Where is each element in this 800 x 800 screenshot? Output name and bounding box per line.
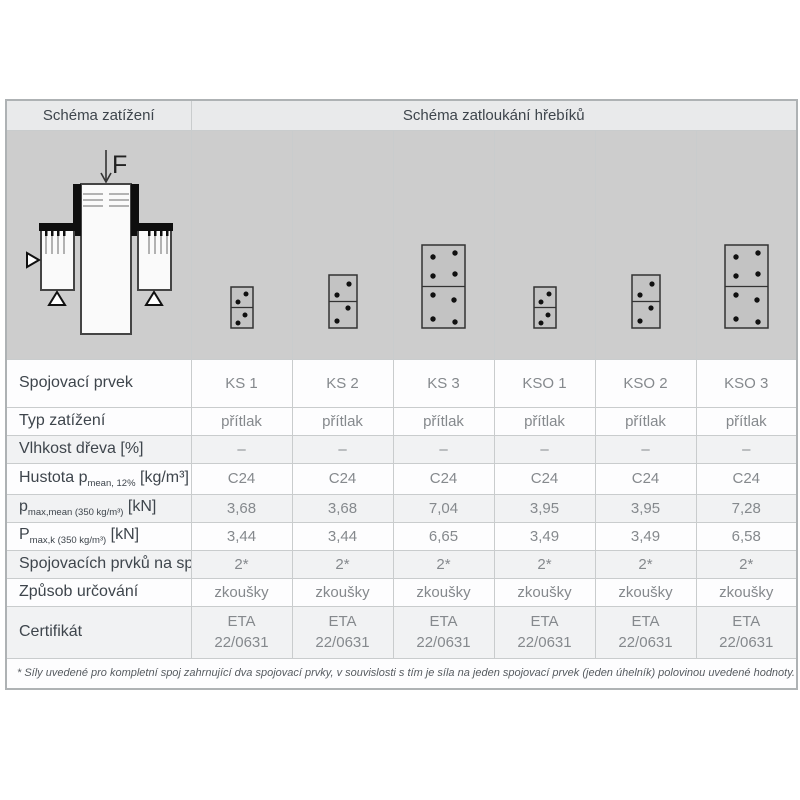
cell-value: 3,44 — [190, 521, 293, 551]
cell-value: – — [594, 434, 697, 464]
cell-value: zkoušky — [291, 577, 394, 607]
cell-value: 3,49 — [493, 521, 596, 551]
cell-value: ETA 22/0631 — [493, 605, 596, 659]
cell-value: zkoušky — [392, 577, 495, 607]
support-side — [26, 251, 42, 269]
load-scheme-cell: F — [5, 129, 192, 360]
cell-value: – — [493, 434, 596, 464]
row-wood-moisture: Vlhkost dřeva [%] – – – – – – — [5, 434, 798, 464]
cell-value: 7,04 — [392, 493, 495, 523]
cell-value: 2* — [190, 549, 293, 579]
cell-value: ETA 22/0631 — [695, 605, 798, 659]
cell-value: – — [695, 434, 798, 464]
table-header-row: Schéma zatížení Schéma zatloukání hřebík… — [5, 99, 798, 131]
cell-value: 2* — [291, 549, 394, 579]
row-load-type: Typ zatížení přítlak přítlak přítlak pří… — [5, 406, 798, 436]
cell-value: 3,68 — [291, 493, 394, 523]
nail-pattern-kso1 — [493, 129, 596, 360]
cell-value: C24 — [291, 462, 394, 495]
nail-plate-large-icon — [421, 243, 466, 329]
row-p-max-k: Pmax,k (350 kg/m³) [kN] 3,44 3,44 6,65 3… — [5, 521, 798, 551]
bracket-left-flange — [73, 184, 82, 236]
cell-value: KS 1 — [190, 358, 293, 408]
load-scheme-header: Schéma zatížení — [5, 99, 192, 131]
cell-value: ETA 22/0631 — [190, 605, 293, 659]
nail-pattern-kso3 — [695, 129, 798, 360]
cell-value: ETA 22/0631 — [291, 605, 394, 659]
row-determination: Způsob určování zkoušky zkoušky zkoušky … — [5, 577, 798, 607]
cell-value: 3,44 — [291, 521, 394, 551]
cell-value: ETA 22/0631 — [392, 605, 495, 659]
cell-value: C24 — [493, 462, 596, 495]
nail-plate-medium-icon — [630, 273, 661, 329]
cell-value: C24 — [190, 462, 293, 495]
cell-value: C24 — [594, 462, 697, 495]
row-label: Pmax,k (350 kg/m³) [kN] — [5, 521, 192, 551]
cell-value: ETA 22/0631 — [594, 605, 697, 659]
row-connector: Spojovací prvek KS 1 KS 2 KS 3 KSO 1 KSO… — [5, 358, 798, 408]
nail-pattern-ks2 — [291, 129, 394, 360]
nailing-scheme-header: Schéma zatloukání hřebíků — [190, 99, 798, 131]
load-scheme-diagram: F — [26, 150, 174, 335]
cell-value: zkoušky — [190, 577, 293, 607]
cell-value: KS 3 — [392, 358, 495, 408]
row-density: Hustota pmean, 12% [kg/m³] C24 C24 C24 C… — [5, 462, 798, 495]
nail-pattern-ks1 — [190, 129, 293, 360]
cell-value: přítlak — [291, 406, 394, 436]
cell-value: 3,95 — [594, 493, 697, 523]
cell-value: přítlak — [493, 406, 596, 436]
row-label: Hustota pmean, 12% [kg/m³] — [5, 462, 192, 495]
cell-value: zkoušky — [594, 577, 697, 607]
diagram-row: F — [5, 129, 798, 360]
nail-plate-small-icon — [229, 285, 254, 329]
cell-value: – — [291, 434, 394, 464]
footnote: * Síly uvedené pro kompletní spoj zahrnu… — [5, 657, 798, 690]
row-certificate: Certifikát ETA 22/0631 ETA 22/0631 ETA 2… — [5, 605, 798, 659]
cell-value: 3,68 — [190, 493, 293, 523]
cell-value: zkoušky — [695, 577, 798, 607]
cell-value: přítlak — [392, 406, 495, 436]
footnote-row: * Síly uvedené pro kompletní spoj zahrnu… — [5, 657, 798, 690]
row-label: Vlhkost dřeva [%] — [5, 434, 192, 464]
cell-value: přítlak — [190, 406, 293, 436]
nail-plate-small-icon — [532, 285, 557, 329]
cell-value: 6,65 — [392, 521, 495, 551]
cell-value: KSO 3 — [695, 358, 798, 408]
cell-value: 2* — [392, 549, 495, 579]
cell-value: zkoušky — [493, 577, 596, 607]
cell-value: 3,95 — [493, 493, 596, 523]
cell-value: přítlak — [695, 406, 798, 436]
row-label: pmax,mean (350 kg/m³) [kN] — [5, 493, 192, 523]
nail-plate-medium-icon — [327, 273, 358, 329]
row-label: Typ zatížení — [5, 406, 192, 436]
nail-pattern-ks3 — [392, 129, 495, 360]
row-p-max-mean: pmax,mean (350 kg/m³) [kN] 3,68 3,68 7,0… — [5, 493, 798, 523]
row-label: Způsob určování — [5, 577, 192, 607]
cell-value: C24 — [695, 462, 798, 495]
cell-value: KSO 1 — [493, 358, 596, 408]
bracket-right-flange — [131, 184, 140, 236]
cell-value: 2* — [695, 549, 798, 579]
force-label: F — [112, 151, 127, 179]
cell-value: KS 2 — [291, 358, 394, 408]
connector-spec-table: Schéma zatížení Schéma zatloukání hřebík… — [5, 99, 799, 690]
row-label: Spojovací prvek — [5, 358, 192, 408]
nail-plate-large-icon — [724, 243, 769, 329]
cell-value: KSO 2 — [594, 358, 697, 408]
cell-value: 2* — [594, 549, 697, 579]
cell-value: 6,58 — [695, 521, 798, 551]
row-label: Spojovacích prvků na spoj — [5, 549, 192, 579]
nail-pattern-kso2 — [594, 129, 697, 360]
cell-value: – — [392, 434, 495, 464]
cell-value: 2* — [493, 549, 596, 579]
row-label: Certifikát — [5, 605, 192, 659]
cell-value: C24 — [392, 462, 495, 495]
cell-value: 3,49 — [594, 521, 697, 551]
cell-value: 7,28 — [695, 493, 798, 523]
support-left — [47, 290, 68, 306]
support-right — [144, 290, 165, 306]
cell-value: – — [190, 434, 293, 464]
row-connectors-per-joint: Spojovacích prvků na spoj 2* 2* 2* 2* 2*… — [5, 549, 798, 579]
cell-value: přítlak — [594, 406, 697, 436]
